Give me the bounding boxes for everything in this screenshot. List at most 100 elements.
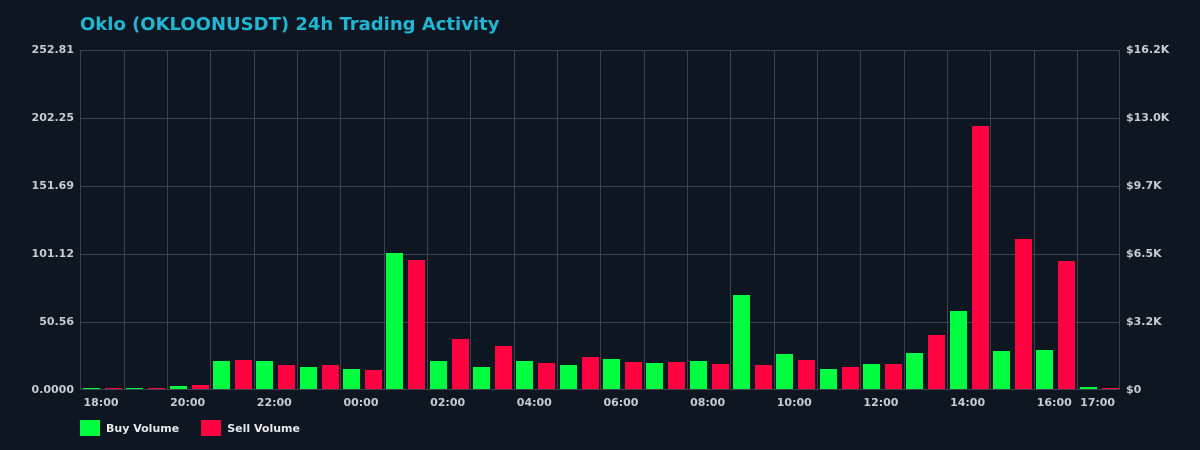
sell-volume-bar[interactable] [754, 364, 772, 389]
buy-volume-bar[interactable] [1079, 386, 1097, 389]
buy-volume-bar[interactable] [342, 368, 360, 389]
x-tick-label: 00:00 [343, 396, 379, 409]
v-gridline [296, 50, 298, 389]
v-gridline [643, 50, 645, 389]
h-gridline [81, 118, 1119, 119]
sell-volume-bar[interactable] [321, 364, 339, 389]
sell-volume-bar[interactable] [494, 345, 512, 389]
legend-buy-label: Buy Volume [106, 421, 180, 435]
sell-volume-bar[interactable] [408, 259, 426, 389]
sell-volume-bar[interactable] [624, 362, 642, 389]
x-tick-label: 14:00 [950, 396, 986, 409]
x-tick-label: 22:00 [256, 396, 292, 409]
y-tick-left: 252.81 [31, 43, 74, 56]
sell-volume-bar[interactable] [971, 126, 989, 389]
sell-volume-bar[interactable] [364, 370, 382, 389]
sell-volume-bar[interactable] [884, 364, 902, 389]
v-gridline [426, 50, 428, 389]
x-tick-label: 06:00 [603, 396, 639, 409]
v-gridline [556, 50, 558, 389]
h-gridline [81, 254, 1119, 255]
x-tick-label: 04:00 [516, 396, 552, 409]
sell-volume-bar[interactable] [234, 360, 252, 389]
y-tick-right: $0 [1126, 383, 1142, 396]
sell-volume-bar[interactable] [798, 360, 816, 389]
sell-volume-bar[interactable] [841, 367, 859, 389]
v-gridline [600, 50, 602, 389]
buy-volume-bar[interactable] [83, 388, 100, 389]
buy-volume-bar[interactable] [776, 354, 794, 389]
y-tick-left: 0.0000 [31, 383, 74, 396]
y-tick-right: $16.2K [1126, 43, 1170, 56]
v-gridline [513, 50, 515, 389]
sell-volume-bar[interactable] [1058, 261, 1076, 389]
v-gridline [773, 50, 775, 389]
legend-item-buy[interactable]: Buy Volume [80, 420, 179, 436]
sell-volume-bar[interactable] [105, 388, 122, 389]
sell-volume-bar[interactable] [711, 364, 729, 389]
v-gridline [686, 50, 688, 389]
v-gridline [166, 50, 168, 389]
sell-volume-bar[interactable] [538, 362, 556, 389]
buy-volume-bar[interactable] [732, 294, 750, 389]
sell-volume-bar[interactable] [1101, 387, 1119, 389]
buy-swatch-icon [80, 420, 100, 436]
sell-volume-bar[interactable] [668, 362, 686, 389]
buy-volume-bar[interactable] [559, 364, 577, 389]
v-gridline [253, 50, 255, 389]
sell-volume-bar[interactable] [191, 384, 209, 389]
h-gridline [81, 322, 1119, 323]
y-tick-left: 101.12 [31, 247, 74, 260]
buy-volume-bar[interactable] [516, 360, 534, 389]
buy-volume-bar[interactable] [1036, 350, 1054, 389]
x-tick-label: 17:00 [1080, 396, 1116, 409]
buy-volume-bar[interactable] [992, 351, 1010, 389]
sell-volume-bar[interactable] [278, 364, 296, 389]
buy-volume-bar[interactable] [819, 368, 837, 389]
buy-volume-bar[interactable] [256, 360, 274, 389]
buy-volume-bar[interactable] [472, 366, 490, 389]
buy-volume-bar[interactable] [949, 311, 967, 389]
buy-volume-bar[interactable] [299, 367, 317, 389]
y-tick-left: 151.69 [31, 179, 74, 192]
buy-volume-bar[interactable] [862, 364, 880, 389]
buy-volume-bar[interactable] [646, 362, 664, 389]
buy-volume-bar[interactable] [906, 352, 924, 389]
y-tick-right: $9.7K [1126, 179, 1162, 192]
sell-volume-bar[interactable] [581, 356, 599, 389]
sell-volume-bar[interactable] [451, 339, 469, 389]
x-tick-label: 10:00 [776, 396, 812, 409]
v-gridline [946, 50, 948, 389]
x-tick-label: 02:00 [430, 396, 466, 409]
buy-volume-bar[interactable] [602, 359, 620, 389]
buy-volume-bar[interactable] [212, 360, 230, 389]
x-tick-label: 12:00 [863, 396, 899, 409]
sell-volume-bar[interactable] [148, 388, 166, 389]
v-gridline [990, 50, 992, 389]
x-tick-label: 18:00 [83, 396, 119, 409]
y-tick-left: 202.25 [31, 111, 74, 124]
sell-swatch-icon [201, 420, 222, 436]
legend-sell-label: Sell Volume [227, 421, 300, 435]
sell-volume-bar[interactable] [928, 335, 946, 389]
legend-item-sell[interactable]: Sell Volume [201, 420, 300, 436]
v-gridline [470, 50, 472, 389]
v-gridline [860, 50, 862, 389]
y-tick-right: $6.5K [1126, 247, 1162, 260]
v-gridline [730, 50, 732, 389]
v-gridline [210, 50, 212, 389]
chart-title: Oklo (OKLOONUSDT) 24h Trading Activity [80, 14, 500, 35]
v-gridline [123, 50, 125, 389]
x-tick-label: 08:00 [690, 396, 726, 409]
sell-volume-bar[interactable] [1014, 239, 1032, 389]
x-tick-label: 20:00 [170, 396, 206, 409]
h-gridline [81, 186, 1119, 187]
v-gridline [816, 50, 818, 389]
buy-volume-bar[interactable] [689, 360, 707, 389]
buy-volume-bar[interactable] [386, 253, 404, 389]
buy-volume-bar[interactable] [126, 388, 144, 389]
y-tick-left: 50.56 [39, 315, 74, 328]
buy-volume-bar[interactable] [169, 386, 187, 389]
buy-volume-bar[interactable] [429, 360, 447, 389]
legend: Buy Volume Sell Volume [80, 420, 300, 436]
